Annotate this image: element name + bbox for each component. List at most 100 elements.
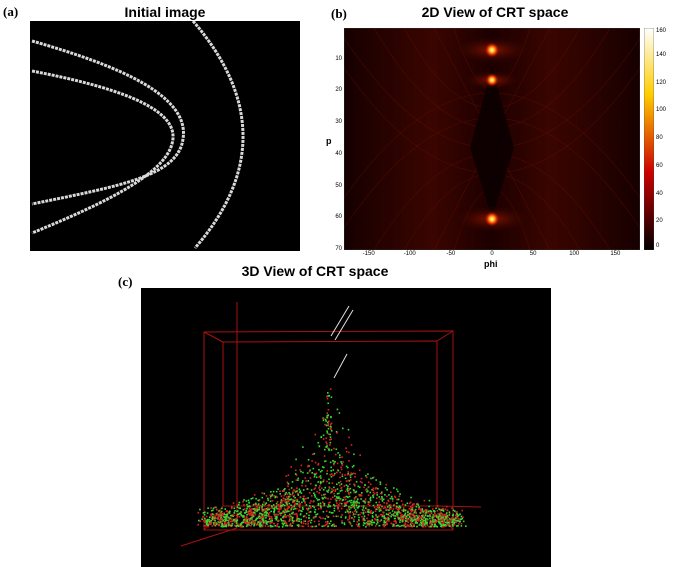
scatter-point bbox=[211, 525, 214, 527]
scatter-point bbox=[419, 508, 421, 510]
scatter-point bbox=[385, 513, 388, 515]
scatter-point bbox=[212, 509, 214, 512]
scatter-point bbox=[375, 501, 378, 504]
scatter-point bbox=[446, 514, 449, 517]
scatter-point bbox=[460, 518, 463, 520]
scatter-point bbox=[319, 489, 321, 491]
scatter-point bbox=[393, 523, 395, 526]
scatter-point bbox=[261, 496, 264, 499]
scatter-point bbox=[319, 470, 322, 473]
scatter-point bbox=[365, 507, 367, 509]
scatter-point bbox=[362, 519, 365, 522]
scatter-point bbox=[422, 521, 425, 524]
scatter-point bbox=[289, 513, 291, 516]
scatter-point bbox=[325, 497, 327, 499]
scatter-point bbox=[297, 517, 299, 520]
scatter-point bbox=[263, 514, 266, 517]
scatter-point bbox=[330, 426, 332, 428]
scatter-point bbox=[285, 523, 288, 525]
scatter-point bbox=[390, 522, 392, 525]
scatter-point bbox=[240, 514, 242, 516]
scatter-point bbox=[238, 503, 240, 506]
scatter-point bbox=[341, 473, 344, 476]
scatter-point bbox=[228, 519, 230, 521]
scatter-point bbox=[323, 503, 326, 505]
scatter-point bbox=[212, 517, 215, 520]
scatter-point bbox=[414, 508, 417, 511]
scatter-point bbox=[433, 524, 436, 526]
scatter-point bbox=[253, 523, 255, 526]
scatter-point bbox=[426, 524, 429, 527]
scatter-point bbox=[364, 502, 366, 504]
scatter-point bbox=[296, 519, 298, 521]
scatter-point bbox=[298, 509, 301, 511]
scatter-point bbox=[258, 522, 260, 525]
scatter-point bbox=[331, 488, 333, 490]
scatter-point bbox=[387, 506, 389, 508]
inner-curve-outer bbox=[31, 39, 185, 206]
scatter-point bbox=[424, 508, 427, 511]
scatter-point bbox=[327, 427, 330, 430]
scatter-point bbox=[236, 504, 239, 507]
scatter-point bbox=[372, 521, 375, 524]
scatter-point bbox=[283, 488, 285, 491]
scatter-point bbox=[215, 523, 218, 526]
scatter-point bbox=[336, 483, 338, 485]
scatter-point bbox=[381, 500, 384, 502]
scatter-point bbox=[348, 436, 350, 439]
scatter-point bbox=[325, 523, 328, 526]
scatter-point bbox=[314, 508, 317, 511]
scatter-point bbox=[412, 503, 414, 506]
scatter-point bbox=[278, 519, 280, 522]
scatter-point bbox=[359, 454, 361, 456]
scatter-point bbox=[359, 481, 362, 483]
scatter-point bbox=[386, 516, 389, 519]
scatter-point bbox=[364, 522, 366, 525]
scatter-point bbox=[422, 524, 424, 527]
scatter-point bbox=[348, 480, 351, 482]
scatter-point bbox=[416, 519, 419, 521]
scatter-point bbox=[233, 512, 236, 514]
scatter-point bbox=[294, 496, 296, 499]
scatter-point bbox=[324, 460, 326, 463]
scatter-point bbox=[365, 476, 368, 479]
scatter-point bbox=[328, 502, 330, 504]
scatter-point bbox=[344, 517, 347, 519]
scatter-point bbox=[441, 513, 443, 516]
scatter-point bbox=[339, 502, 341, 505]
scatter-point bbox=[370, 509, 372, 512]
scatter-point bbox=[288, 520, 290, 522]
heatmap-x-tick: 50 bbox=[529, 251, 537, 257]
scatter-point bbox=[458, 520, 460, 522]
scatter-point bbox=[400, 515, 402, 517]
scatter-point bbox=[272, 504, 275, 506]
scatter-point bbox=[364, 500, 367, 502]
scatter-point bbox=[379, 520, 381, 523]
scatter-point bbox=[327, 489, 330, 491]
scatter-point bbox=[411, 505, 414, 507]
scatter-point bbox=[319, 485, 321, 487]
axis-label-xf: xf bbox=[494, 498, 504, 512]
scatter-point bbox=[345, 447, 347, 449]
scatter-point bbox=[336, 496, 338, 498]
scatter-point bbox=[238, 501, 241, 504]
scatter-point bbox=[459, 518, 461, 520]
scatter-point bbox=[445, 513, 448, 516]
scatter-point bbox=[351, 466, 354, 468]
scatter-point bbox=[345, 450, 348, 453]
scatter-point bbox=[286, 503, 288, 506]
scatter-point bbox=[336, 504, 338, 507]
scatter-point bbox=[444, 508, 447, 511]
scatter-point bbox=[199, 520, 201, 522]
scatter-point bbox=[428, 525, 430, 528]
scatter-point bbox=[273, 508, 276, 510]
scatter-point bbox=[375, 514, 377, 516]
scatter-point bbox=[284, 511, 286, 514]
scatter-point bbox=[446, 505, 448, 508]
scatter-point bbox=[234, 519, 237, 521]
scatter-point bbox=[410, 520, 413, 522]
scatter-point bbox=[419, 512, 422, 514]
scatter-point bbox=[226, 513, 229, 515]
scatter-point bbox=[444, 524, 446, 526]
scatter-point bbox=[273, 511, 275, 513]
